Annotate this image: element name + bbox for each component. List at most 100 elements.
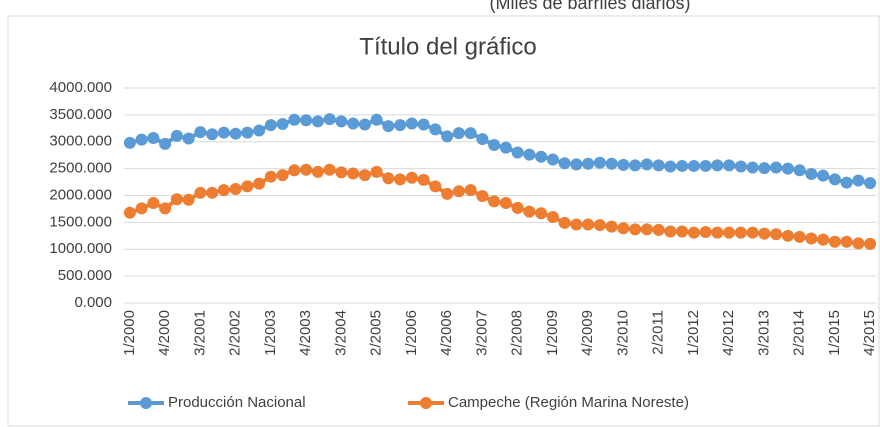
- data-point: [582, 157, 595, 170]
- x-tick-label: 4/2009: [579, 310, 596, 356]
- data-point: [135, 202, 148, 215]
- data-point: [499, 141, 512, 154]
- data-point: [147, 131, 160, 144]
- data-point: [488, 138, 501, 151]
- data-point: [687, 159, 700, 172]
- y-tick-label: 2500.000: [49, 160, 112, 177]
- data-point: [417, 173, 430, 186]
- data-point: [758, 162, 771, 175]
- data-point: [746, 161, 759, 174]
- data-point: [123, 136, 136, 149]
- data-point: [253, 124, 266, 137]
- y-tick-label: 3000.000: [49, 133, 112, 150]
- data-point: [511, 201, 524, 214]
- data-point: [699, 226, 712, 239]
- x-tick-label: 2/2011: [650, 310, 667, 355]
- data-point: [793, 164, 806, 177]
- data-point: [206, 186, 219, 199]
- data-point: [570, 218, 583, 231]
- data-point: [370, 165, 383, 178]
- data-point: [617, 158, 630, 171]
- data-point: [382, 172, 395, 185]
- data-point: [358, 169, 371, 182]
- x-tick-label: 1/2015: [826, 310, 843, 356]
- data-point: [452, 127, 465, 140]
- data-point: [311, 165, 324, 178]
- x-tick-label: 4/2003: [297, 310, 314, 356]
- data-point: [570, 158, 583, 171]
- x-tick-label: 3/2004: [332, 310, 349, 356]
- x-tick-label: 1/2012: [685, 310, 702, 356]
- data-point: [147, 197, 160, 210]
- data-point: [476, 133, 489, 146]
- data-point: [441, 130, 454, 143]
- data-point: [676, 225, 689, 238]
- data-point: [781, 162, 794, 175]
- data-point: [276, 118, 289, 131]
- data-point: [817, 169, 830, 182]
- data-point: [394, 173, 407, 186]
- x-tick-label: 3/2001: [191, 310, 208, 356]
- x-tick-label: 1/2006: [403, 310, 420, 356]
- legend-label: Campeche (Región Marina Noreste): [448, 394, 689, 411]
- data-point: [652, 159, 665, 172]
- x-tick-label: 1/2009: [544, 310, 561, 356]
- chart-subtitle: (Miles de barriles diarios): [489, 0, 690, 13]
- data-point: [852, 237, 865, 250]
- data-point: [288, 113, 301, 126]
- data-point: [593, 219, 606, 232]
- data-point: [370, 113, 383, 126]
- data-point: [664, 160, 677, 173]
- data-point: [182, 193, 195, 206]
- data-point: [546, 153, 559, 166]
- data-point: [452, 185, 465, 198]
- data-point: [382, 120, 395, 133]
- chart-frame: [7, 15, 880, 427]
- data-point: [300, 114, 313, 127]
- y-tick-label: 500.000: [58, 267, 112, 284]
- y-tick-label: 4000.000: [49, 79, 112, 96]
- data-point: [288, 164, 301, 177]
- data-point: [182, 132, 195, 145]
- x-tick-label: 4/2012: [720, 310, 737, 356]
- x-tick-label: 2/2008: [509, 310, 526, 356]
- x-tick-label: 2/2002: [227, 310, 244, 356]
- data-point: [394, 119, 407, 132]
- data-point: [206, 128, 219, 141]
- x-tick-label: 3/2013: [755, 310, 772, 356]
- data-point: [840, 235, 853, 248]
- data-point: [429, 180, 442, 193]
- data-point: [194, 126, 207, 139]
- y-tick-label: 0.000: [74, 294, 112, 311]
- y-tick-label: 2000.000: [49, 186, 112, 203]
- data-point: [640, 223, 653, 236]
- data-point: [229, 127, 242, 140]
- data-point: [558, 157, 571, 170]
- data-point: [864, 237, 877, 250]
- x-tick-label: 3/2007: [473, 310, 490, 356]
- data-point: [358, 118, 371, 131]
- data-point: [734, 226, 747, 239]
- data-point: [217, 184, 230, 197]
- data-point: [535, 150, 548, 163]
- data-point: [194, 186, 207, 199]
- x-tick-label: 4/2000: [156, 310, 173, 356]
- chart-title: Título del gráfico: [359, 33, 536, 60]
- data-point: [711, 226, 724, 239]
- legend-marker: [140, 397, 152, 409]
- data-point: [629, 159, 642, 172]
- data-point: [852, 174, 865, 187]
- data-point: [734, 160, 747, 173]
- data-point: [253, 177, 266, 190]
- data-point: [300, 163, 313, 176]
- data-point: [770, 161, 783, 174]
- data-point: [523, 205, 536, 218]
- data-point: [264, 119, 277, 132]
- data-point: [217, 126, 230, 139]
- data-point: [558, 216, 571, 229]
- data-point: [828, 235, 841, 248]
- data-point: [723, 159, 736, 172]
- x-tick-label: 2/2005: [368, 310, 385, 356]
- data-point: [464, 127, 477, 140]
